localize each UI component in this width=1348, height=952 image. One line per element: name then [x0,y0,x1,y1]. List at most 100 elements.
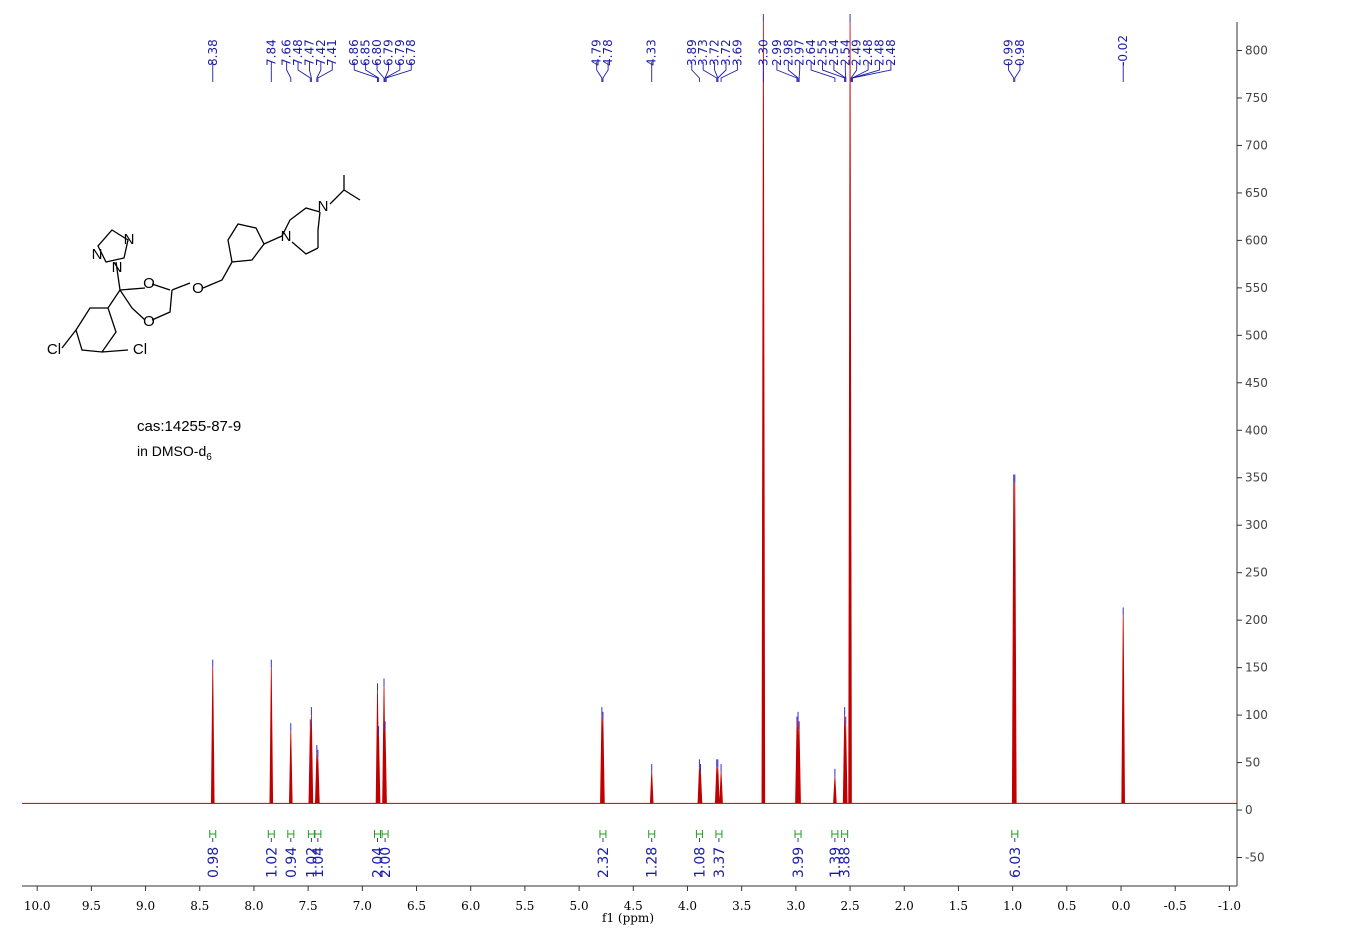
x-tick-label: 9.5 [82,899,101,913]
peak-label-leader [385,62,412,82]
integral-bracket [831,830,839,838]
integral-label: 1.02 [264,847,280,878]
peak-label: 7.42 [314,39,328,66]
peak [210,667,215,804]
peak [309,715,314,804]
peak-label: 4.79 [590,39,604,66]
x-tick-label: 6.0 [461,899,480,913]
peak-label-leader [376,62,385,82]
atom: N [281,228,292,245]
peak-label: 6.79 [393,39,407,66]
peak-label: -0.02 [1116,35,1130,66]
y-tick-label: 100 [1245,708,1268,722]
y-tick-label: 650 [1245,186,1268,200]
peak-label-leader [787,62,799,82]
peak-label-leader [717,62,727,82]
peak-label: 2.54 [827,39,841,66]
peak-label: 7.47 [302,39,316,66]
peak [797,729,801,804]
peak-label-leader [317,62,333,82]
peak-label: 2.55 [816,39,830,66]
peak [848,21,852,804]
integral-bracket [287,830,295,838]
atom: Cl [47,341,61,358]
integral-label: 2.32 [596,847,612,878]
integral-bracket [314,830,322,838]
peak-label: 2.64 [804,39,818,66]
peak-label-leader [308,62,312,82]
x-tick-label: 5.0 [570,899,589,913]
integral-bracket [209,830,217,838]
y-tick-label: 0 [1245,803,1253,817]
peak-label: 4.33 [645,39,659,66]
peak-label: 7.41 [325,39,339,66]
x-tick-label: 0.0 [1111,899,1130,913]
peak-label: 2.99 [770,39,784,66]
x-tick-label: 5.5 [515,899,534,913]
peak-label: 2.49 [850,39,864,66]
atom: N [112,259,123,276]
integral-label: 1.02 [304,847,320,878]
peak-label: 8.38 [206,39,220,66]
y-tick-label: 400 [1245,423,1268,437]
integral-bracket [381,830,389,838]
x-tick-label: 2.0 [895,899,914,913]
peak-label-leader [720,62,738,82]
y-tick-label: 550 [1245,281,1268,295]
integral-label: 2.04 [371,847,387,878]
x-tick-label: 7.0 [353,899,372,913]
peak-label: 7.84 [264,39,278,66]
y-tick-label: 750 [1245,91,1268,105]
x-tick-label: 8.0 [244,899,263,913]
peak-label: 2.48 [884,39,898,66]
y-tick-label: -50 [1245,851,1265,865]
integral-label: 3.88 [838,847,854,878]
x-tick-label: 2.5 [841,899,860,913]
peak-label: 2.48 [873,39,887,66]
peak-label: 6.80 [370,39,384,66]
x-tick-label: 3.0 [786,899,805,913]
peak-label-leader [850,62,858,82]
y-tick-label: 350 [1245,471,1268,485]
peak-label: 6.85 [359,39,373,66]
peak-label: 6.79 [381,39,395,66]
peak-label: 2.54 [838,39,852,66]
x-tick-label: 3.5 [732,899,751,913]
peak-label: 3.89 [685,39,699,66]
atom: O [143,275,155,292]
y-tick-label: 450 [1245,376,1268,390]
atom: O [143,313,155,330]
atom: N [124,231,135,248]
peak-label: 6.86 [347,39,361,66]
integral-label: 1.04 [311,847,327,878]
x-tick-label: -0.5 [1164,899,1187,913]
peak-label-leader [297,62,311,82]
x-tick-label: 9.0 [136,899,155,913]
integral-label: 6.03 [1008,847,1024,878]
x-tick-label: 7.5 [299,899,318,913]
integral-label: 3.37 [712,847,728,878]
peak [269,667,274,804]
peak [288,731,293,804]
integral-label: 1.08 [692,847,708,878]
integral-bracket [267,830,275,838]
peak-label: 0.98 [1013,39,1027,66]
peak [1121,615,1125,804]
peak-label: 6.78 [404,39,418,66]
y-tick-label: 300 [1245,518,1268,532]
peak [383,729,387,804]
peak-label: 7.48 [291,39,305,66]
peak-label: 3.72 [719,39,733,66]
bonds [61,175,361,353]
y-tick-label: 800 [1245,43,1268,57]
atom: O [192,280,204,297]
peak [761,21,766,804]
solvent-label: in DMSO-d6 [137,443,212,463]
peak [1013,482,1017,804]
peak [719,772,723,804]
integral-label: 2.00 [378,847,394,878]
x-tick-label: 10.0 [24,899,51,913]
peak-label: 4.78 [601,39,615,66]
y-tick-label: 250 [1245,566,1268,580]
